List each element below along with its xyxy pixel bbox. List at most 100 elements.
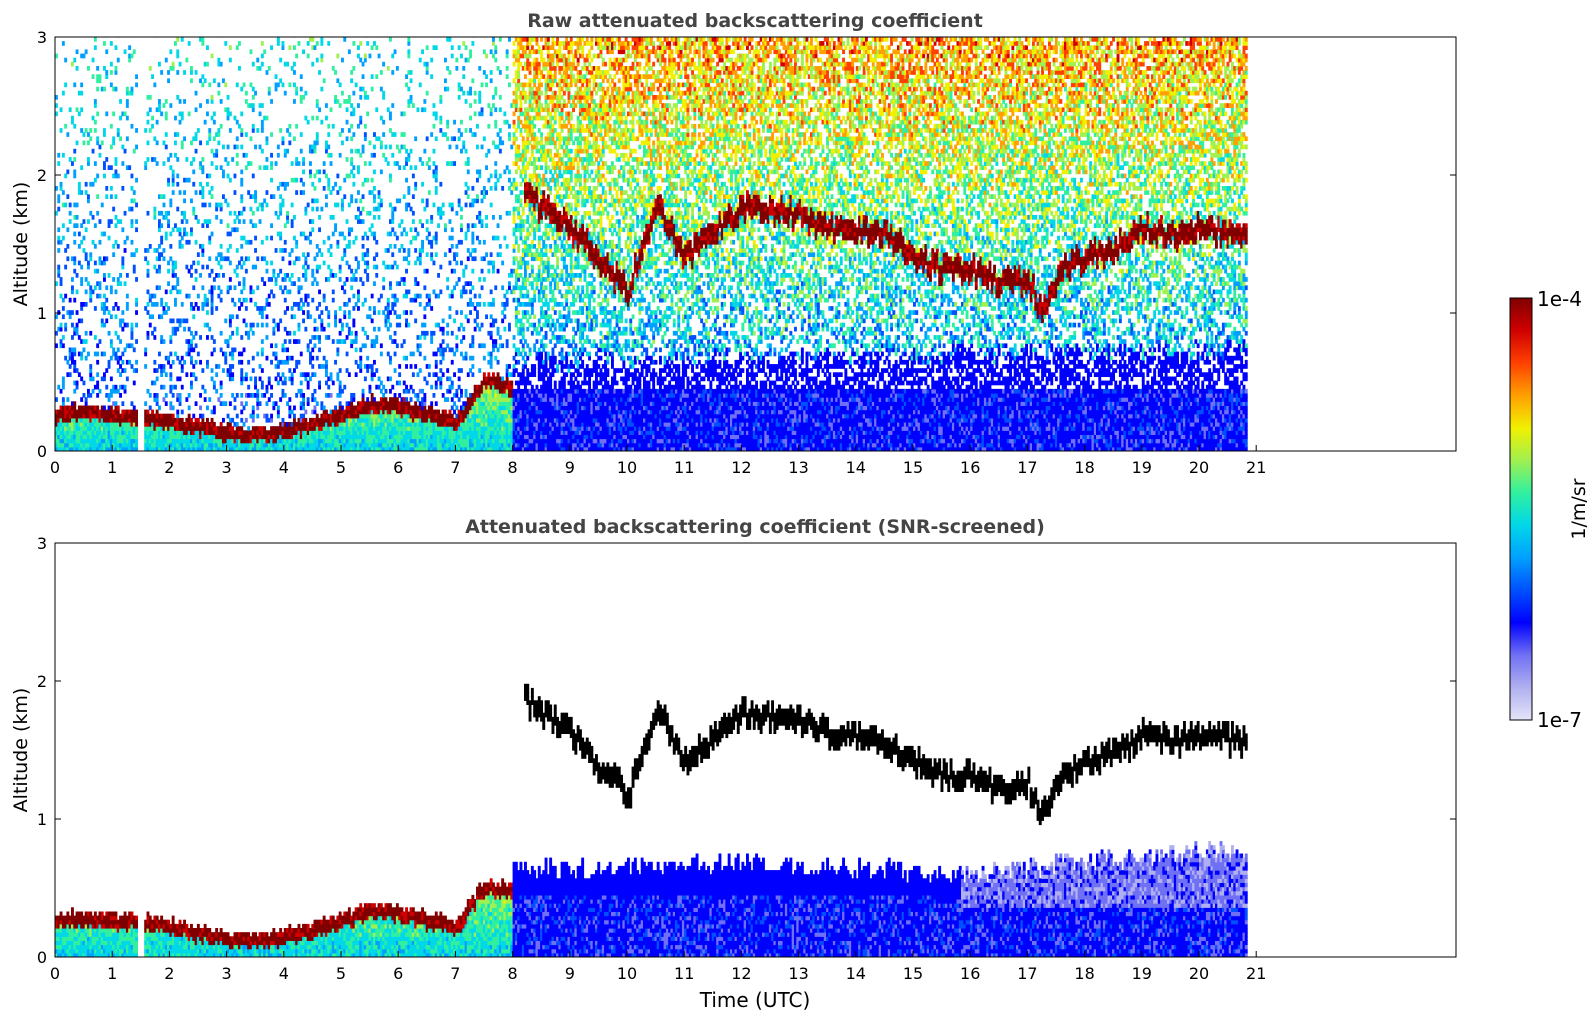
heatmap-cell xyxy=(341,202,344,208)
heatmap-cell xyxy=(315,140,319,146)
heatmap-cell xyxy=(345,173,349,179)
heatmap-cell xyxy=(338,368,342,373)
heatmap-cell xyxy=(460,215,463,220)
heatmap-cell xyxy=(244,401,248,406)
heatmap-cell xyxy=(306,446,310,451)
heatmap-cell xyxy=(375,252,379,257)
heatmap-cell xyxy=(315,132,319,137)
heatmap-cell xyxy=(437,223,440,228)
heatmap-cell xyxy=(352,413,356,419)
heatmap-cell xyxy=(402,144,406,150)
heatmap-cell xyxy=(460,206,463,212)
heatmap-cell xyxy=(132,198,136,204)
heatmap-cell xyxy=(325,359,328,365)
heatmap-cell xyxy=(327,422,331,427)
heatmap-cell xyxy=(315,169,319,175)
heatmap-cell xyxy=(153,293,157,299)
heatmap-cell xyxy=(185,430,189,435)
heatmap-cell xyxy=(325,409,328,415)
heatmap-cell xyxy=(405,430,408,435)
heatmap-cell xyxy=(283,297,287,303)
heatmap-cell xyxy=(265,268,269,274)
heatmap-cell xyxy=(494,285,498,291)
heatmap-cell xyxy=(103,310,106,315)
heatmap-cell xyxy=(373,281,376,286)
heatmap-cell xyxy=(309,339,312,344)
heatmap-cell xyxy=(494,339,498,344)
heatmap-cell xyxy=(240,302,244,307)
heatmap-cell xyxy=(327,152,331,158)
heatmap-cell xyxy=(418,426,422,431)
heatmap-cell xyxy=(293,434,296,440)
heatmap-cell xyxy=(464,231,468,237)
heatmap-cell xyxy=(162,368,166,373)
heatmap-cell xyxy=(425,293,429,299)
heatmap-cell xyxy=(103,41,106,46)
heatmap-cell xyxy=(178,422,182,427)
heatmap-cell xyxy=(338,82,342,88)
heatmap-cell xyxy=(153,82,157,88)
heatmap-cell xyxy=(59,413,63,419)
heatmap-cell xyxy=(421,198,424,204)
heatmap-cell xyxy=(407,442,411,448)
heatmap-cell xyxy=(418,260,422,266)
heatmap-cell xyxy=(160,194,164,199)
heatmap-cell xyxy=(217,434,221,440)
heatmap-cell xyxy=(448,314,452,320)
heatmap-cell xyxy=(89,413,93,419)
heatmap-cell xyxy=(258,202,262,208)
heatmap-cell xyxy=(471,202,475,208)
heatmap-cell xyxy=(455,422,459,427)
heatmap-cell xyxy=(370,393,374,398)
heatmap-cell xyxy=(119,355,122,361)
heatmap-cell xyxy=(123,368,127,373)
heatmap-cell xyxy=(402,409,406,415)
heatmap-cell xyxy=(164,132,168,137)
heatmap-cell xyxy=(164,393,168,398)
heatmap-cell xyxy=(411,210,415,216)
heatmap-cell xyxy=(247,335,251,340)
heatmap-cell xyxy=(434,173,438,179)
heatmap-cell xyxy=(343,37,347,42)
heatmap-cell xyxy=(389,177,392,183)
heatmap-cell xyxy=(206,426,209,431)
heatmap-cell xyxy=(107,413,111,419)
heatmap-cell xyxy=(176,281,180,286)
heatmap-cell xyxy=(265,388,269,394)
heatmap-cell xyxy=(183,326,186,332)
heatmap-cell xyxy=(247,161,251,166)
heatmap-cell xyxy=(464,45,468,50)
heatmap-cell xyxy=(123,409,127,415)
heatmap-cell xyxy=(217,260,221,266)
heatmap-cell xyxy=(153,413,157,419)
heatmap-cell xyxy=(194,148,198,154)
heatmap-cell xyxy=(158,227,161,233)
heatmap-cell xyxy=(492,302,495,307)
heatmap-cell xyxy=(247,434,251,440)
heatmap-cell xyxy=(350,148,354,154)
heatmap-cell xyxy=(370,293,374,299)
heatmap-cell xyxy=(176,157,180,162)
heatmap-cell xyxy=(260,119,264,125)
heatmap-cell xyxy=(384,409,388,415)
heatmap-cell xyxy=(105,111,109,117)
heatmap-cell xyxy=(240,438,244,444)
heatmap-cell xyxy=(210,306,214,311)
heatmap-cell xyxy=(450,293,454,299)
heatmap-cell xyxy=(185,219,189,224)
heatmap-cell xyxy=(373,306,376,311)
heatmap-cell xyxy=(116,277,120,282)
heatmap-cell xyxy=(395,434,399,440)
heatmap-cell xyxy=(160,302,164,307)
heatmap-cell xyxy=(386,107,390,113)
heatmap-cell xyxy=(450,53,454,59)
heatmap-cell xyxy=(73,438,77,444)
heatmap-cell xyxy=(446,442,450,448)
heatmap-cell xyxy=(158,99,161,104)
heatmap-cell xyxy=(279,128,283,133)
heatmap-cell xyxy=(160,442,164,448)
heatmap-cell xyxy=(219,422,223,427)
heatmap-cell xyxy=(174,152,177,158)
heatmap-cell xyxy=(322,161,326,166)
heatmap-cell xyxy=(148,244,152,249)
